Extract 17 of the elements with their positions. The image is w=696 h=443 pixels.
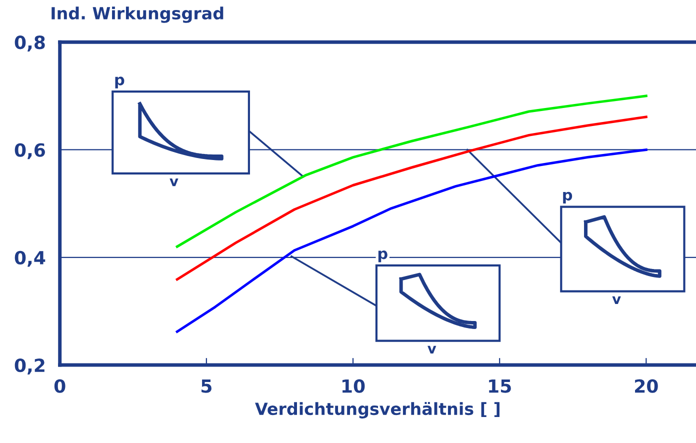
x-tick-label: 10	[342, 379, 365, 393]
x-tick-label: 0	[54, 379, 66, 393]
x-axis-title: Verdichtungsverhältnis [ ]	[255, 402, 500, 418]
annotation: p	[378, 250, 388, 262]
y-axis-title: Ind. Wirkungsgrad	[52, 6, 224, 23]
x-tick-label: 5	[202, 379, 212, 393]
y-tick-label: 0,8	[14, 36, 45, 52]
annotation: v	[170, 178, 178, 186]
annotation: v	[428, 346, 436, 354]
y-tick-label: 0,2	[14, 358, 44, 374]
x-tick-label: 20	[635, 379, 658, 393]
x-tick-label: 15	[489, 379, 511, 393]
y-tick-label: 0,4	[14, 250, 46, 267]
annotation: v	[612, 296, 621, 304]
annotation: p	[563, 192, 572, 204]
y-tick-label: 0,6	[14, 143, 45, 160]
annotation: p	[115, 76, 124, 88]
